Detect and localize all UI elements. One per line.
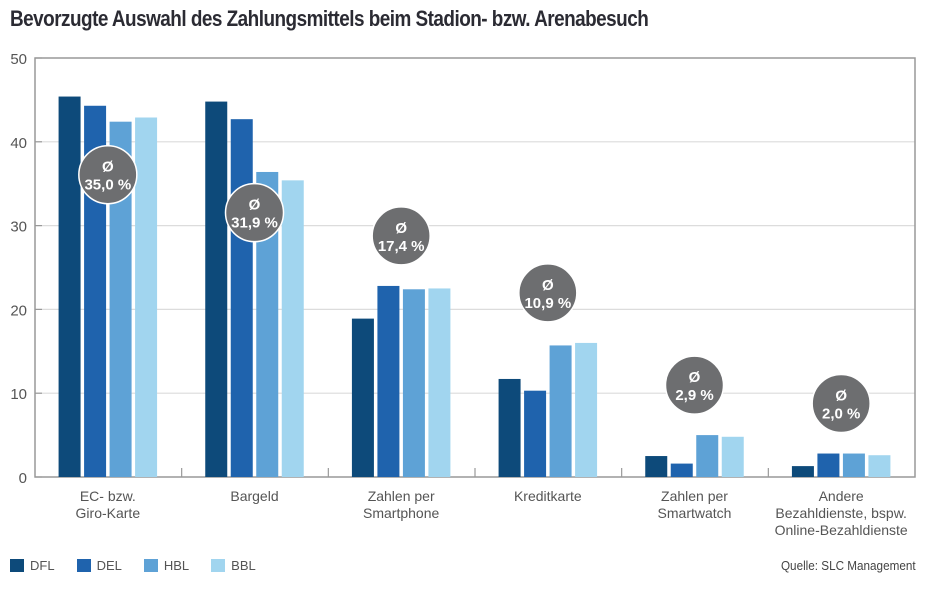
legend-swatch bbox=[10, 559, 24, 572]
average-badge: Ø17,4 % bbox=[371, 206, 431, 266]
average-badge-circle bbox=[224, 182, 285, 243]
bar-del bbox=[817, 453, 840, 477]
x-category-label: Zahlen per bbox=[368, 488, 435, 504]
legend-item-hbl: HBL bbox=[143, 558, 190, 573]
x-category-label: Zahlen per bbox=[661, 488, 728, 504]
average-value: 17,4 % bbox=[378, 238, 425, 255]
average-value: 2,9 % bbox=[675, 387, 713, 404]
legend-swatch bbox=[143, 559, 158, 572]
x-category-label: Bargeld bbox=[230, 488, 278, 504]
x-category-label: Bezahldienste, bspw. bbox=[775, 505, 907, 521]
average-value: 35,0 % bbox=[84, 177, 131, 194]
legend-swatch bbox=[76, 559, 91, 572]
bar-dfl bbox=[791, 466, 814, 477]
bar-hbl bbox=[256, 171, 279, 477]
average-symbol: Ø bbox=[689, 369, 701, 386]
bar-del bbox=[670, 463, 693, 477]
bar-dfl bbox=[645, 456, 668, 477]
average-value: 31,9 % bbox=[231, 215, 278, 232]
source-note: Quelle: SLC Management bbox=[781, 558, 916, 573]
bar-bbl bbox=[575, 342, 598, 477]
bar-dfl bbox=[498, 378, 521, 477]
bar-bbl bbox=[428, 288, 451, 477]
legend-label: BBL bbox=[231, 558, 256, 573]
legend: DFL DEL HBL BBL bbox=[10, 558, 256, 573]
average-symbol: Ø bbox=[102, 159, 114, 176]
bar-dfl bbox=[351, 318, 374, 477]
bar-del bbox=[230, 119, 253, 477]
bar-hbl bbox=[549, 345, 572, 477]
average-badge: Ø35,0 % bbox=[78, 144, 138, 205]
average-badge-circle bbox=[811, 373, 871, 434]
y-tick-label: 30 bbox=[10, 219, 27, 236]
y-tick-label: 50 bbox=[10, 51, 27, 68]
bar-bbl bbox=[868, 455, 891, 477]
bar-hbl bbox=[842, 453, 865, 477]
bar-dfl bbox=[58, 96, 81, 477]
legend-label: DEL bbox=[96, 558, 122, 573]
y-tick-label: 10 bbox=[10, 386, 27, 403]
average-badge-circle bbox=[664, 355, 725, 415]
bar-del bbox=[524, 390, 547, 477]
average-symbol: Ø bbox=[395, 220, 407, 237]
y-tick-label: 20 bbox=[10, 302, 27, 319]
chart-title: Bevorzugte Auswahl des Zahlungsmittels b… bbox=[10, 6, 649, 31]
legend-swatch bbox=[211, 559, 226, 572]
average-value: 10,9 % bbox=[524, 295, 571, 312]
x-category-label: Kreditkarte bbox=[514, 488, 582, 504]
legend-item-del: DEL bbox=[76, 558, 122, 573]
plot-frame bbox=[34, 57, 916, 478]
legend-label: DFL bbox=[30, 558, 55, 573]
average-badge: Ø2,0 % bbox=[811, 373, 871, 434]
average-badge-circle bbox=[78, 144, 138, 205]
legend-item-bbl: BBL bbox=[211, 558, 256, 573]
bar-hbl bbox=[109, 121, 132, 478]
x-category-label: Giro-Karte bbox=[76, 505, 141, 521]
x-category-label: Smartwatch bbox=[658, 505, 732, 521]
x-category-label: Andere bbox=[819, 488, 864, 504]
bar-bbl bbox=[135, 117, 158, 478]
bar-hbl bbox=[696, 435, 719, 477]
y-tick-label: 40 bbox=[10, 135, 27, 152]
x-category-label: EC- bzw. bbox=[80, 488, 136, 504]
average-badge-circle bbox=[371, 206, 431, 266]
bar-bbl bbox=[721, 436, 744, 477]
average-badge-circle bbox=[518, 263, 578, 323]
average-badge: Ø2,9 % bbox=[664, 355, 725, 415]
x-category-label: Smartphone bbox=[363, 505, 439, 521]
average-symbol: Ø bbox=[249, 197, 261, 214]
bar-dfl bbox=[205, 101, 228, 478]
average-badge: Ø10,9 % bbox=[518, 263, 578, 323]
bar-del bbox=[377, 285, 400, 477]
average-badge: Ø31,9 % bbox=[224, 182, 285, 243]
legend-item-dfl: DFL bbox=[10, 558, 55, 573]
x-category-label: Online-Bezahldienste bbox=[775, 522, 908, 538]
bar-bbl bbox=[281, 180, 304, 477]
average-value: 2,0 % bbox=[822, 406, 860, 423]
bar-hbl bbox=[402, 289, 425, 477]
average-symbol: Ø bbox=[542, 277, 554, 294]
legend-label: HBL bbox=[163, 558, 190, 573]
average-symbol: Ø bbox=[835, 388, 847, 405]
y-tick-label: 0 bbox=[19, 470, 27, 487]
